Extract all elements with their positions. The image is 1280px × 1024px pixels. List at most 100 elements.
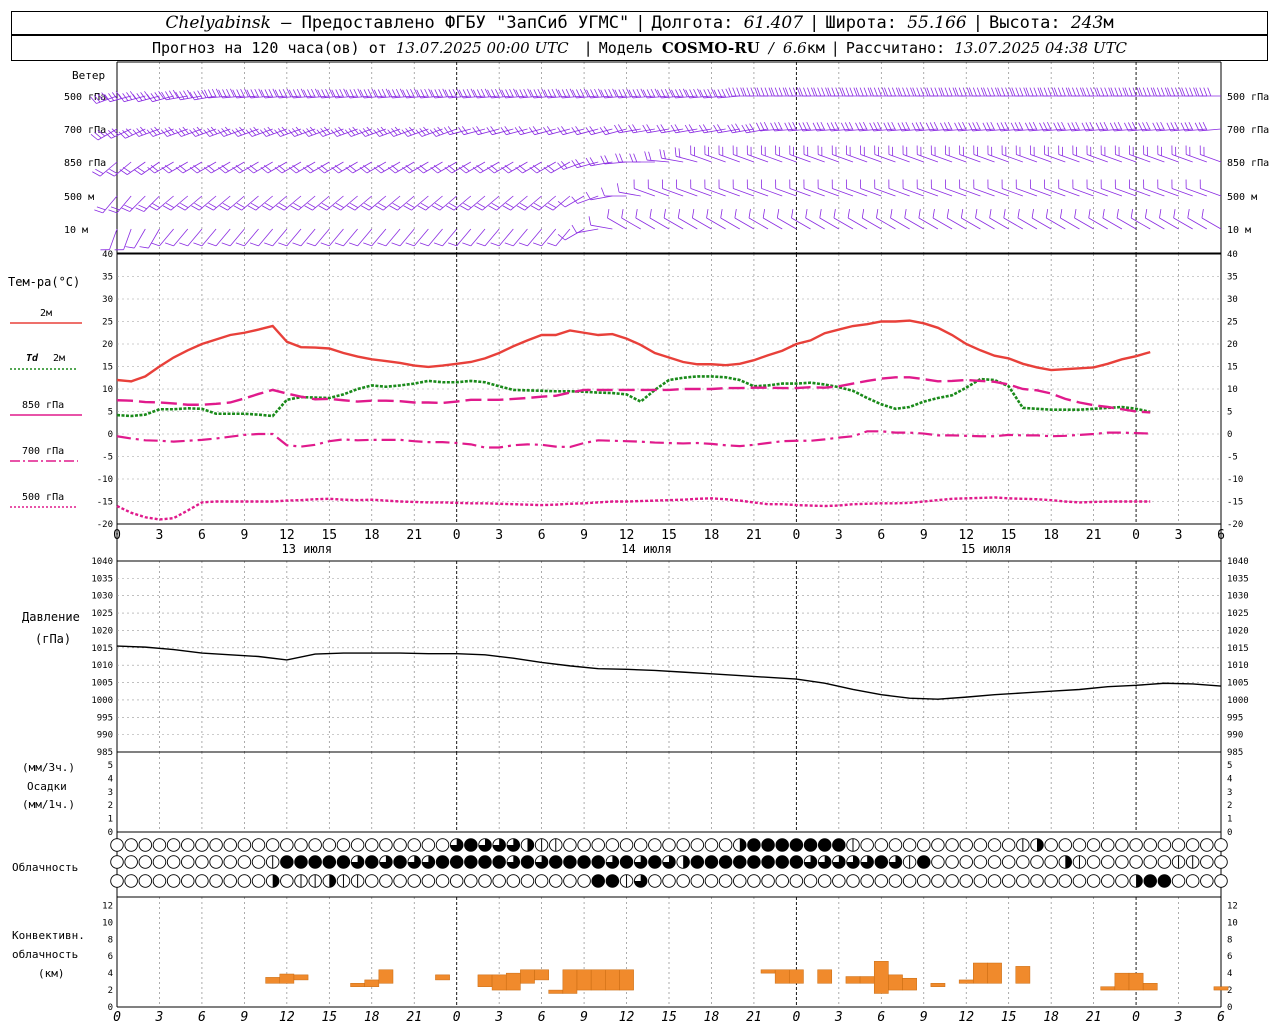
cloud-symbol [1129,855,1143,869]
temp-ytick-left: 20 [102,340,113,350]
wind-barb [718,145,740,163]
wind-barb [845,145,868,163]
pres-ytick-right: 995 [1227,713,1243,723]
pres-ytick-left: 1010 [91,661,113,671]
wind-barb [642,88,670,99]
conv-bar [845,976,861,984]
wind-barb [1039,121,1066,132]
cloud-symbol [1030,874,1044,888]
cloudiness-panel [110,838,1228,888]
cloud-symbol [789,874,804,888]
wind-barb [987,179,1009,197]
cloud-symbol [676,838,690,852]
hour-label-bottom: 6 [877,1010,885,1024]
wind-barb [375,195,401,211]
wind-barb [847,209,868,230]
wind-barb [118,128,146,139]
hour-label-mid: 9 [920,528,928,543]
hour-label-bottom: 3 [834,1010,843,1024]
wind-barb [692,209,712,230]
cloud-symbol [874,838,889,852]
cloud-symbol [435,874,450,888]
cloud-symbol [1115,838,1129,852]
wind-barb [303,88,330,99]
wind-barb [1199,179,1222,197]
cloud-symbol [591,855,605,869]
wind-barb [1082,87,1108,97]
cloud-title: Облачность [12,861,78,874]
hour-label-mid: 18 [704,528,720,543]
cloud-symbol [1129,874,1143,888]
wind-barb [231,126,259,137]
pres-ytick-right: 1040 [1227,557,1249,567]
wind-barb [918,209,939,230]
wind-barb [661,179,684,197]
wind-barb [1058,179,1080,197]
cloud-symbol [1016,855,1030,869]
wind-barb [247,195,273,211]
wind-barb [444,88,471,99]
precip-title: Осадки [27,780,67,793]
wind-barb [1194,121,1222,132]
conv-bar [505,972,521,991]
wind-barb [762,209,783,230]
wind-title: Ветер [72,69,105,82]
wind-barb [515,161,542,174]
wind-barb [359,161,387,174]
wind-barb [803,145,825,163]
wind-barb [819,209,840,230]
wind-barb [203,161,231,174]
hour-label-mid: 21 [406,528,422,543]
calc-time: 13.07.2025 04:38 UTC [954,39,1127,57]
cloud-symbol [251,855,266,869]
wind-barb [571,195,599,204]
pres-ytick-right: 1020 [1227,626,1249,636]
wind-barb [628,124,655,134]
wind-barb [945,179,967,197]
cloud-symbol [619,874,634,888]
conv-ytick-right: 4 [1227,969,1232,979]
hour-label-bottom: 9 [920,1010,928,1024]
conv-ytick-right: 0 [1227,1003,1232,1013]
cloud-symbol [1044,838,1058,852]
hour-label-mid: 18 [1043,528,1059,543]
cloud-symbol [775,855,789,869]
wind-barb [982,121,1009,132]
wind-barb [429,126,457,137]
wind-barb [217,126,245,137]
conv-label-3: (км) [38,967,65,980]
wind-barb [221,228,245,247]
model-resolution: 6.6 [782,39,807,57]
wind-barb [674,147,698,163]
hour-label-bottom: 0 [113,1010,121,1024]
wind-barb [1060,209,1080,230]
pres-ytick-right: 1000 [1227,696,1249,706]
wind-barb [1195,87,1221,97]
wind-barb [916,145,939,163]
conv-ytick-right: 6 [1227,952,1232,962]
wind-barb [1116,209,1137,230]
cloud-symbol [605,874,620,888]
forecast-label: Прогноз на 120 часа(ов) от [152,39,387,57]
prec-ytick-right: 5 [1227,761,1232,771]
conv-bar [987,962,1002,984]
pres-ytick-right: 1030 [1227,592,1249,602]
hour-label-mid: 3 [156,528,164,543]
pres-ytick-left: 1035 [91,574,113,584]
wind-barb [416,161,443,174]
cloud-symbol [832,874,846,888]
wind-barb [855,121,882,132]
wind-barb [1185,145,1207,163]
wind-barb [860,145,882,163]
wind-barb [189,161,217,174]
wind-barb [472,126,500,136]
cloud-symbol [1072,874,1087,888]
cloud-symbol [464,874,478,888]
cloud-symbol [549,874,563,888]
temp-ytick-left: -5 [102,453,113,463]
legend-td-prefix: Td [26,353,39,364]
grid-layer [116,61,1222,1007]
wind-barb [628,88,655,99]
prec-ytick-left: 1 [108,815,113,825]
